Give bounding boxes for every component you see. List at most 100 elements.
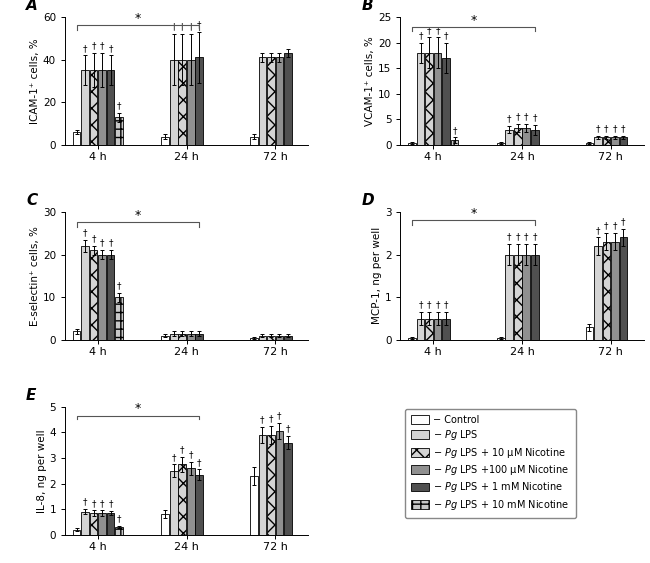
Text: †: † xyxy=(117,515,122,524)
Bar xyxy=(603,242,610,340)
Bar xyxy=(250,338,258,340)
Text: †: † xyxy=(109,239,113,248)
Text: E: E xyxy=(26,388,36,403)
Bar xyxy=(619,238,627,340)
Text: †: † xyxy=(515,113,520,122)
Bar xyxy=(170,471,177,535)
Bar xyxy=(73,332,81,340)
Bar xyxy=(514,128,521,145)
Bar xyxy=(417,53,424,145)
Text: †: † xyxy=(100,499,105,508)
Bar xyxy=(497,142,504,145)
Text: A: A xyxy=(26,0,38,13)
Text: †: † xyxy=(197,458,202,467)
Text: †: † xyxy=(427,26,432,35)
Y-axis label: VCAM-1⁺ cells, %: VCAM-1⁺ cells, % xyxy=(365,36,376,126)
Bar xyxy=(611,137,619,145)
Bar xyxy=(196,57,203,145)
Text: †: † xyxy=(621,124,625,133)
Text: †: † xyxy=(419,301,422,310)
Bar xyxy=(90,70,97,145)
Text: †: † xyxy=(92,499,96,508)
Text: †: † xyxy=(444,301,448,310)
Text: B: B xyxy=(361,0,373,13)
Y-axis label: E-selectin⁺ cells, %: E-selectin⁺ cells, % xyxy=(30,226,40,326)
Bar xyxy=(531,129,539,145)
Text: *: * xyxy=(135,12,141,25)
Bar xyxy=(603,137,610,145)
Bar xyxy=(170,60,177,145)
Text: †: † xyxy=(436,26,440,35)
Bar xyxy=(81,70,89,145)
Bar xyxy=(107,513,114,535)
Bar xyxy=(284,443,292,535)
Bar xyxy=(276,57,283,145)
Bar xyxy=(161,137,169,145)
Text: †: † xyxy=(117,101,122,110)
Bar xyxy=(98,254,106,340)
Text: †: † xyxy=(100,42,105,51)
Text: †: † xyxy=(172,453,176,462)
Text: †: † xyxy=(612,124,617,133)
Y-axis label: ICAM-1⁺ cells, %: ICAM-1⁺ cells, % xyxy=(30,38,40,124)
Text: †: † xyxy=(452,126,457,135)
Bar xyxy=(250,137,258,145)
Text: †: † xyxy=(621,217,625,226)
Text: †: † xyxy=(100,239,105,248)
Text: †: † xyxy=(180,23,185,32)
Text: †: † xyxy=(197,20,202,29)
Text: D: D xyxy=(361,193,374,208)
Legend: − Control, − $\it{Pg}$ LPS, − $\it{Pg}$ LPS + 10 μM Nicotine, − $\it{Pg}$ LPS +1: − Control, − $\it{Pg}$ LPS, − $\it{Pg}$ … xyxy=(406,409,576,517)
Text: †: † xyxy=(515,233,520,242)
Bar xyxy=(115,297,123,340)
Bar xyxy=(594,246,602,340)
Bar xyxy=(115,527,123,535)
Bar xyxy=(506,254,513,340)
Text: †: † xyxy=(524,113,528,122)
Text: *: * xyxy=(470,14,476,26)
Bar xyxy=(442,58,450,145)
Text: †: † xyxy=(604,124,608,133)
Bar xyxy=(497,338,504,340)
Text: †: † xyxy=(436,301,440,310)
Bar xyxy=(250,476,258,535)
Bar xyxy=(417,319,424,340)
Bar xyxy=(531,254,539,340)
Bar xyxy=(408,338,416,340)
Text: †: † xyxy=(83,44,87,53)
Bar xyxy=(259,435,266,535)
Bar xyxy=(594,137,602,145)
Y-axis label: MCP-1, ng per well: MCP-1, ng per well xyxy=(372,227,382,324)
Bar xyxy=(276,336,283,340)
Bar xyxy=(161,515,169,535)
Bar xyxy=(276,431,283,535)
Text: †: † xyxy=(524,233,528,242)
Text: *: * xyxy=(470,207,476,220)
Bar xyxy=(619,137,627,145)
Text: †: † xyxy=(268,414,273,423)
Text: †: † xyxy=(188,450,193,459)
Bar xyxy=(90,513,97,535)
Text: †: † xyxy=(277,412,281,421)
Bar xyxy=(425,319,433,340)
Text: †: † xyxy=(83,498,87,507)
Text: †: † xyxy=(117,282,122,291)
Text: †: † xyxy=(92,234,96,243)
Bar xyxy=(267,57,275,145)
Text: *: * xyxy=(135,209,141,222)
Text: †: † xyxy=(419,31,422,40)
Bar xyxy=(259,57,266,145)
Text: †: † xyxy=(604,222,608,231)
Bar xyxy=(425,53,433,145)
Bar xyxy=(187,60,194,145)
Text: †: † xyxy=(595,124,600,133)
Bar xyxy=(434,319,441,340)
Bar xyxy=(523,254,530,340)
Bar xyxy=(179,464,186,535)
Bar xyxy=(98,70,106,145)
Bar xyxy=(90,250,97,340)
Bar xyxy=(442,319,450,340)
Bar xyxy=(586,142,593,145)
Bar xyxy=(523,128,530,145)
Bar xyxy=(506,129,513,145)
